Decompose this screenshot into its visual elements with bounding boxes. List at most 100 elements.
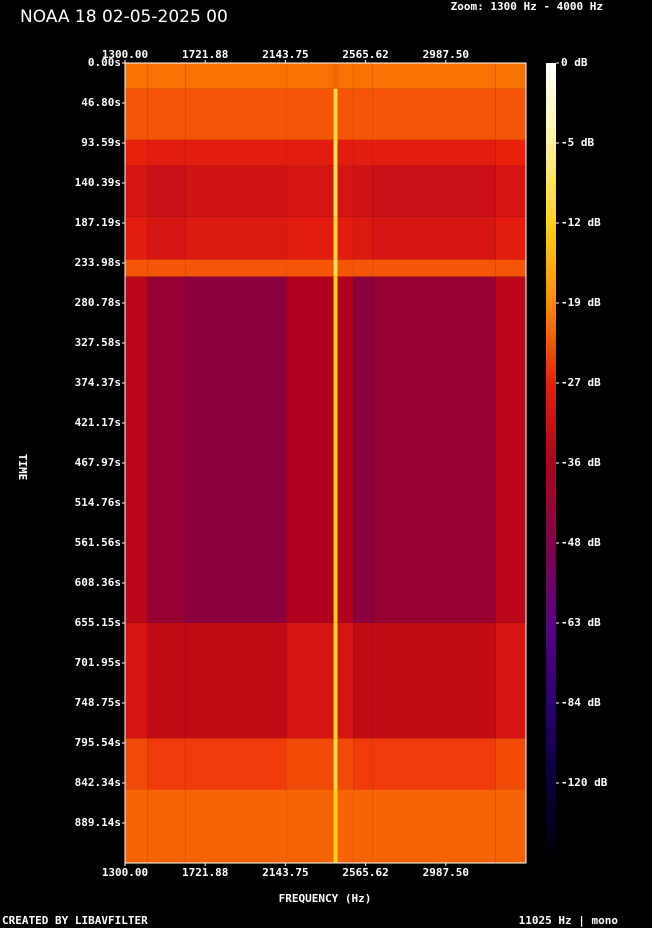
cell (286, 738, 334, 790)
y-tick-label: 0.00s (88, 56, 121, 69)
cell (286, 622, 334, 739)
x-axis-label: FREQUENCY (Hz) (279, 892, 372, 905)
cell (353, 789, 373, 863)
x-tick-label: 2987.50 (423, 866, 469, 879)
cell (495, 259, 526, 277)
x-tick-label: 1721.88 (182, 866, 228, 879)
cell (147, 259, 186, 277)
cell (185, 63, 287, 89)
cell (147, 622, 186, 739)
cell (286, 216, 334, 260)
cell (185, 789, 287, 863)
cell (125, 276, 148, 623)
cell (125, 139, 148, 166)
y-tick-label: 514.76s (75, 496, 121, 509)
cell (333, 259, 338, 277)
y-tick-label: 233.98s (75, 256, 121, 269)
cell (185, 276, 287, 623)
cell (286, 139, 334, 166)
cell (337, 139, 354, 166)
footer-right: 11025 Hz | mono (519, 914, 619, 927)
y-tick-label: 374.37s (75, 376, 121, 389)
cell (185, 622, 287, 739)
cell (495, 216, 526, 260)
cell (286, 165, 334, 217)
cell (147, 139, 186, 166)
cell (495, 276, 526, 623)
cell (333, 789, 338, 863)
y-tick-label: 327.58s (75, 336, 121, 349)
y-tick-label: 748.75s (75, 696, 121, 709)
cell (147, 738, 186, 790)
cell (333, 216, 338, 260)
cell (337, 259, 354, 277)
cell (353, 738, 373, 790)
cell (337, 88, 354, 140)
cell (353, 88, 373, 140)
cell (147, 165, 186, 217)
cell (495, 139, 526, 166)
cell (372, 63, 496, 89)
cell (353, 259, 373, 277)
cell (125, 216, 148, 260)
cell (286, 259, 334, 277)
x-tick-label: 1300.00 (102, 48, 148, 61)
cell (495, 789, 526, 863)
y-tick-label: 280.78s (75, 296, 121, 309)
cell (495, 622, 526, 739)
cell (333, 63, 338, 89)
cell (125, 259, 148, 277)
colorbar-tick-label: -19 dB (561, 296, 601, 309)
cell (125, 63, 148, 89)
y-tick-label: 46.80s (81, 96, 121, 109)
cell (185, 216, 287, 260)
colorbar (546, 63, 556, 863)
y-tick-label: 608.36s (75, 576, 121, 589)
cell (125, 789, 148, 863)
cell (333, 622, 338, 739)
cell (337, 738, 354, 790)
colorbar-tick-label: 0 dB (561, 56, 588, 69)
cell (337, 789, 354, 863)
y-tick-label: 140.39s (75, 176, 121, 189)
cell (337, 276, 354, 623)
cell (337, 622, 354, 739)
colorbar-tick-label: -48 dB (561, 536, 601, 549)
cell (185, 139, 287, 166)
cell (286, 88, 334, 140)
x-tick-label: 2565.62 (342, 866, 388, 879)
x-tick-label: 2143.75 (262, 48, 308, 61)
cell (353, 622, 373, 739)
colorbar-tick-label: -27 dB (561, 376, 601, 389)
y-tick-label: 701.95s (75, 656, 121, 669)
cell (185, 88, 287, 140)
y-tick-label: 93.59s (81, 136, 121, 149)
x-tick-label: 2143.75 (262, 866, 308, 879)
cell (125, 738, 148, 790)
cell (337, 216, 354, 260)
cell (337, 165, 354, 217)
y-tick-label: 561.56s (75, 536, 121, 549)
y-tick-label: 187.19s (75, 216, 121, 229)
cell (372, 276, 496, 623)
cell (495, 88, 526, 140)
y-tick-label: 655.15s (75, 616, 121, 629)
cell (147, 63, 186, 89)
cell (185, 165, 287, 217)
x-tick-label: 1300.00 (102, 866, 148, 879)
cell (125, 88, 148, 140)
y-tick-label: 842.34s (75, 776, 121, 789)
cell (372, 165, 496, 217)
colorbar-tick-label: -12 dB (561, 216, 601, 229)
cell (495, 738, 526, 790)
cell (147, 276, 186, 623)
cell (333, 276, 338, 623)
cell (333, 88, 338, 140)
x-tick-label: 2565.62 (342, 48, 388, 61)
cell (286, 276, 334, 623)
footer-left: CREATED BY LIBAVFILTER (2, 914, 148, 927)
colorbar-tick-label: -5 dB (561, 136, 594, 149)
cell (185, 738, 287, 790)
cell (372, 216, 496, 260)
